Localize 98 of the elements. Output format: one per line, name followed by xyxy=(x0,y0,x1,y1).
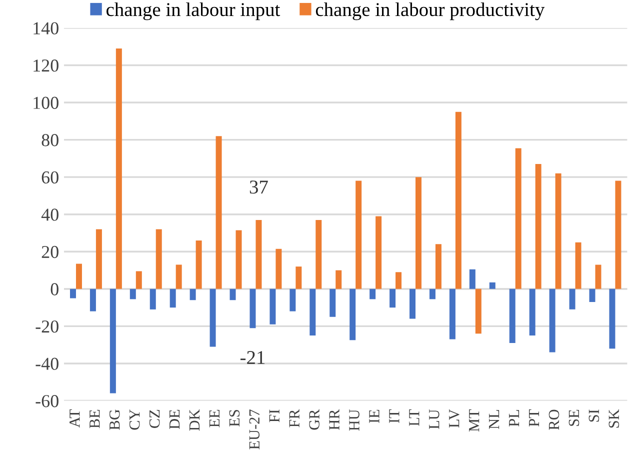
bar xyxy=(310,288,316,336)
bar xyxy=(190,288,196,300)
x-tick-label: GR xyxy=(309,409,320,430)
bar xyxy=(296,266,302,289)
bar xyxy=(535,164,542,289)
y-tick-label: 140 xyxy=(34,22,58,34)
y-tick-label: 100 xyxy=(34,96,58,109)
bar xyxy=(396,272,402,289)
bar xyxy=(410,288,416,319)
x-tick-label: CY xyxy=(129,409,140,430)
bar xyxy=(435,244,442,289)
x-tick-label: LV xyxy=(449,409,460,428)
x-tick-label: LT xyxy=(409,409,420,426)
data-label: 37 xyxy=(250,180,268,194)
y-tick-label: 40 xyxy=(41,208,58,221)
bar xyxy=(176,264,182,289)
x-tick-label: NL xyxy=(489,410,500,430)
data-label: -21 xyxy=(240,351,265,364)
bar xyxy=(316,220,322,289)
y-tick-label: -40 xyxy=(36,358,58,370)
bar xyxy=(170,288,176,308)
x-tick-label: BG xyxy=(109,410,120,430)
bar xyxy=(529,288,536,336)
bar xyxy=(230,288,236,300)
x-tick-label: IT xyxy=(389,409,400,423)
x-tick-label: FI xyxy=(269,410,280,422)
bar xyxy=(489,282,496,289)
bar xyxy=(276,248,282,289)
x-tick-label: DK xyxy=(189,409,200,431)
bar xyxy=(350,288,356,340)
y-tick-label: 120 xyxy=(34,59,58,72)
bar xyxy=(250,288,256,328)
y-tick-label: 0 xyxy=(50,283,58,296)
x-tick-label: PT xyxy=(529,409,540,426)
x-tick-label: BE xyxy=(90,410,100,428)
bar xyxy=(475,288,482,334)
bar xyxy=(256,220,262,289)
bar xyxy=(569,288,576,310)
bar xyxy=(575,242,582,289)
bar xyxy=(370,288,376,300)
x-tick-label: CZ xyxy=(149,410,160,428)
bar xyxy=(589,288,596,302)
bar xyxy=(615,180,622,289)
bar xyxy=(390,288,396,308)
y-tick-label: -20 xyxy=(36,320,58,333)
bar xyxy=(136,271,142,289)
x-tick-label: SI xyxy=(588,410,600,422)
bar xyxy=(210,288,216,347)
bar xyxy=(76,264,82,289)
bar xyxy=(376,216,382,289)
bar xyxy=(290,288,296,312)
bar xyxy=(196,240,202,289)
bar xyxy=(90,288,96,312)
bar xyxy=(509,288,516,343)
bar xyxy=(455,112,462,289)
x-tick-label: FR xyxy=(289,409,300,428)
bar xyxy=(416,177,422,289)
x-tick-label: SK xyxy=(608,409,620,428)
bar xyxy=(336,270,342,289)
bar xyxy=(236,230,242,289)
bar xyxy=(156,229,162,289)
y-tick-label: 20 xyxy=(42,246,58,258)
bar xyxy=(515,148,522,289)
bar xyxy=(110,288,116,394)
x-tick-label: SE xyxy=(568,410,580,426)
bar xyxy=(549,288,556,352)
x-tick-label: LU xyxy=(429,409,440,430)
bar xyxy=(356,180,362,289)
x-tick-label: RO xyxy=(548,410,560,430)
x-tick-label: EE xyxy=(209,410,220,428)
y-tick-label: 80 xyxy=(42,134,58,146)
bar xyxy=(96,229,102,289)
bar xyxy=(595,264,602,289)
y-tick-label: -60 xyxy=(36,395,58,408)
bar xyxy=(330,288,336,317)
x-tick-label: IE xyxy=(369,410,380,423)
bar xyxy=(150,288,156,310)
bar xyxy=(270,288,276,324)
x-tick-label: HU xyxy=(349,409,360,431)
x-tick-label: PL xyxy=(509,410,520,426)
bar xyxy=(609,288,616,349)
bar xyxy=(449,288,456,340)
legend-label: change in labour productivity xyxy=(316,2,545,20)
y-tick-label: 60 xyxy=(42,171,58,184)
x-tick-label: MT xyxy=(469,409,480,432)
bar xyxy=(429,288,436,300)
bar xyxy=(216,136,222,289)
bar xyxy=(70,288,76,298)
x-tick-label: ES xyxy=(229,410,240,426)
x-tick-label: AT xyxy=(70,409,80,428)
bar xyxy=(116,48,122,289)
bar xyxy=(469,269,476,289)
x-tick-label: EU-27 xyxy=(249,410,260,450)
x-tick-label: HR xyxy=(329,409,340,430)
bar xyxy=(555,173,562,289)
legend-label: change in labour input xyxy=(106,2,280,20)
x-tick-label: DE xyxy=(170,410,180,430)
bar xyxy=(130,288,136,300)
